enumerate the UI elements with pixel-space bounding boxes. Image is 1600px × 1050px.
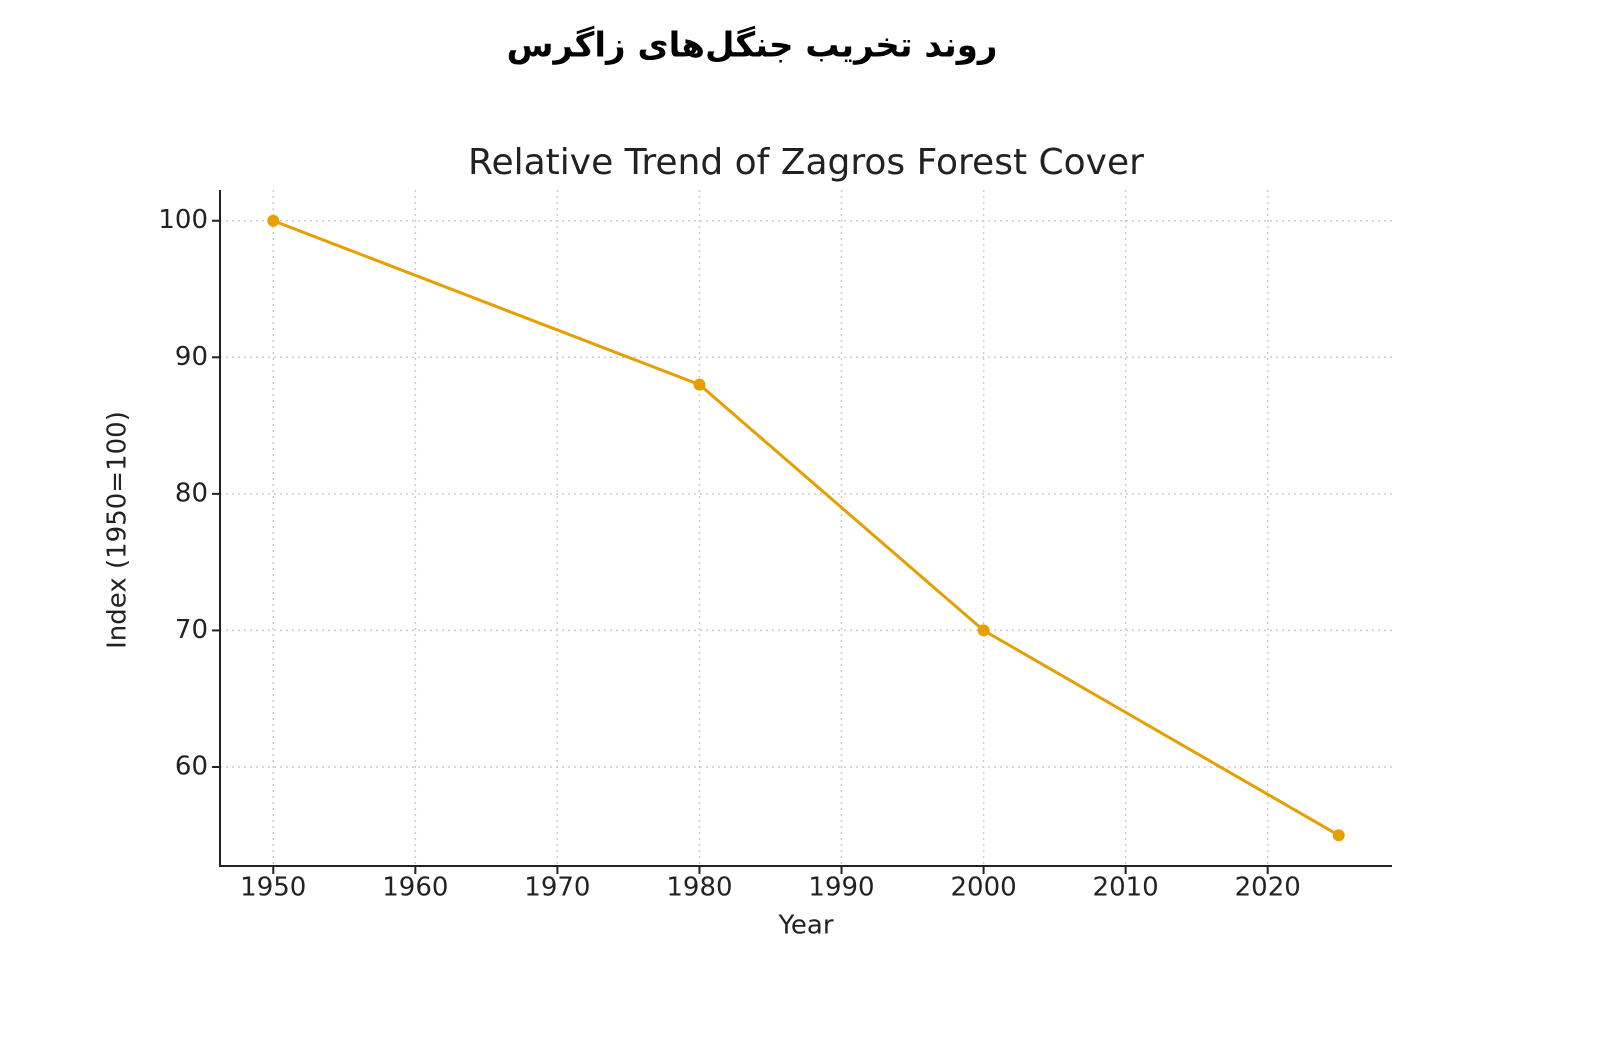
data-line xyxy=(272,219,1340,837)
y-axis-label: Index (1950=100) xyxy=(103,411,133,649)
y-tick-label: 60 xyxy=(175,751,208,781)
x-axis-label: Year xyxy=(777,911,833,941)
data-point xyxy=(1332,829,1345,842)
x-tick-label: 1950 xyxy=(240,873,306,903)
page-heading: روند تخریب جنگل‌های زاگرس xyxy=(507,26,998,66)
x-tick-label: 2020 xyxy=(1235,873,1301,903)
y-tick-label: 80 xyxy=(175,478,208,508)
data-point xyxy=(977,624,990,637)
y-tick-label: 90 xyxy=(175,342,208,372)
data-point xyxy=(693,378,706,391)
x-tick-label: 2010 xyxy=(1093,873,1159,903)
chart-title: Relative Trend of Zagros Forest Cover xyxy=(468,142,1144,183)
x-tick-label: 1970 xyxy=(524,873,590,903)
x-tick-label: 1990 xyxy=(808,873,874,903)
y-tick-label: 70 xyxy=(175,615,208,645)
axis-spine xyxy=(219,190,1392,867)
x-tick-label: 2000 xyxy=(950,873,1016,903)
x-tick-label: 1960 xyxy=(382,873,448,903)
data-point xyxy=(267,214,280,227)
x-tick-label: 1980 xyxy=(666,873,732,903)
y-tick-label: 100 xyxy=(158,205,208,235)
